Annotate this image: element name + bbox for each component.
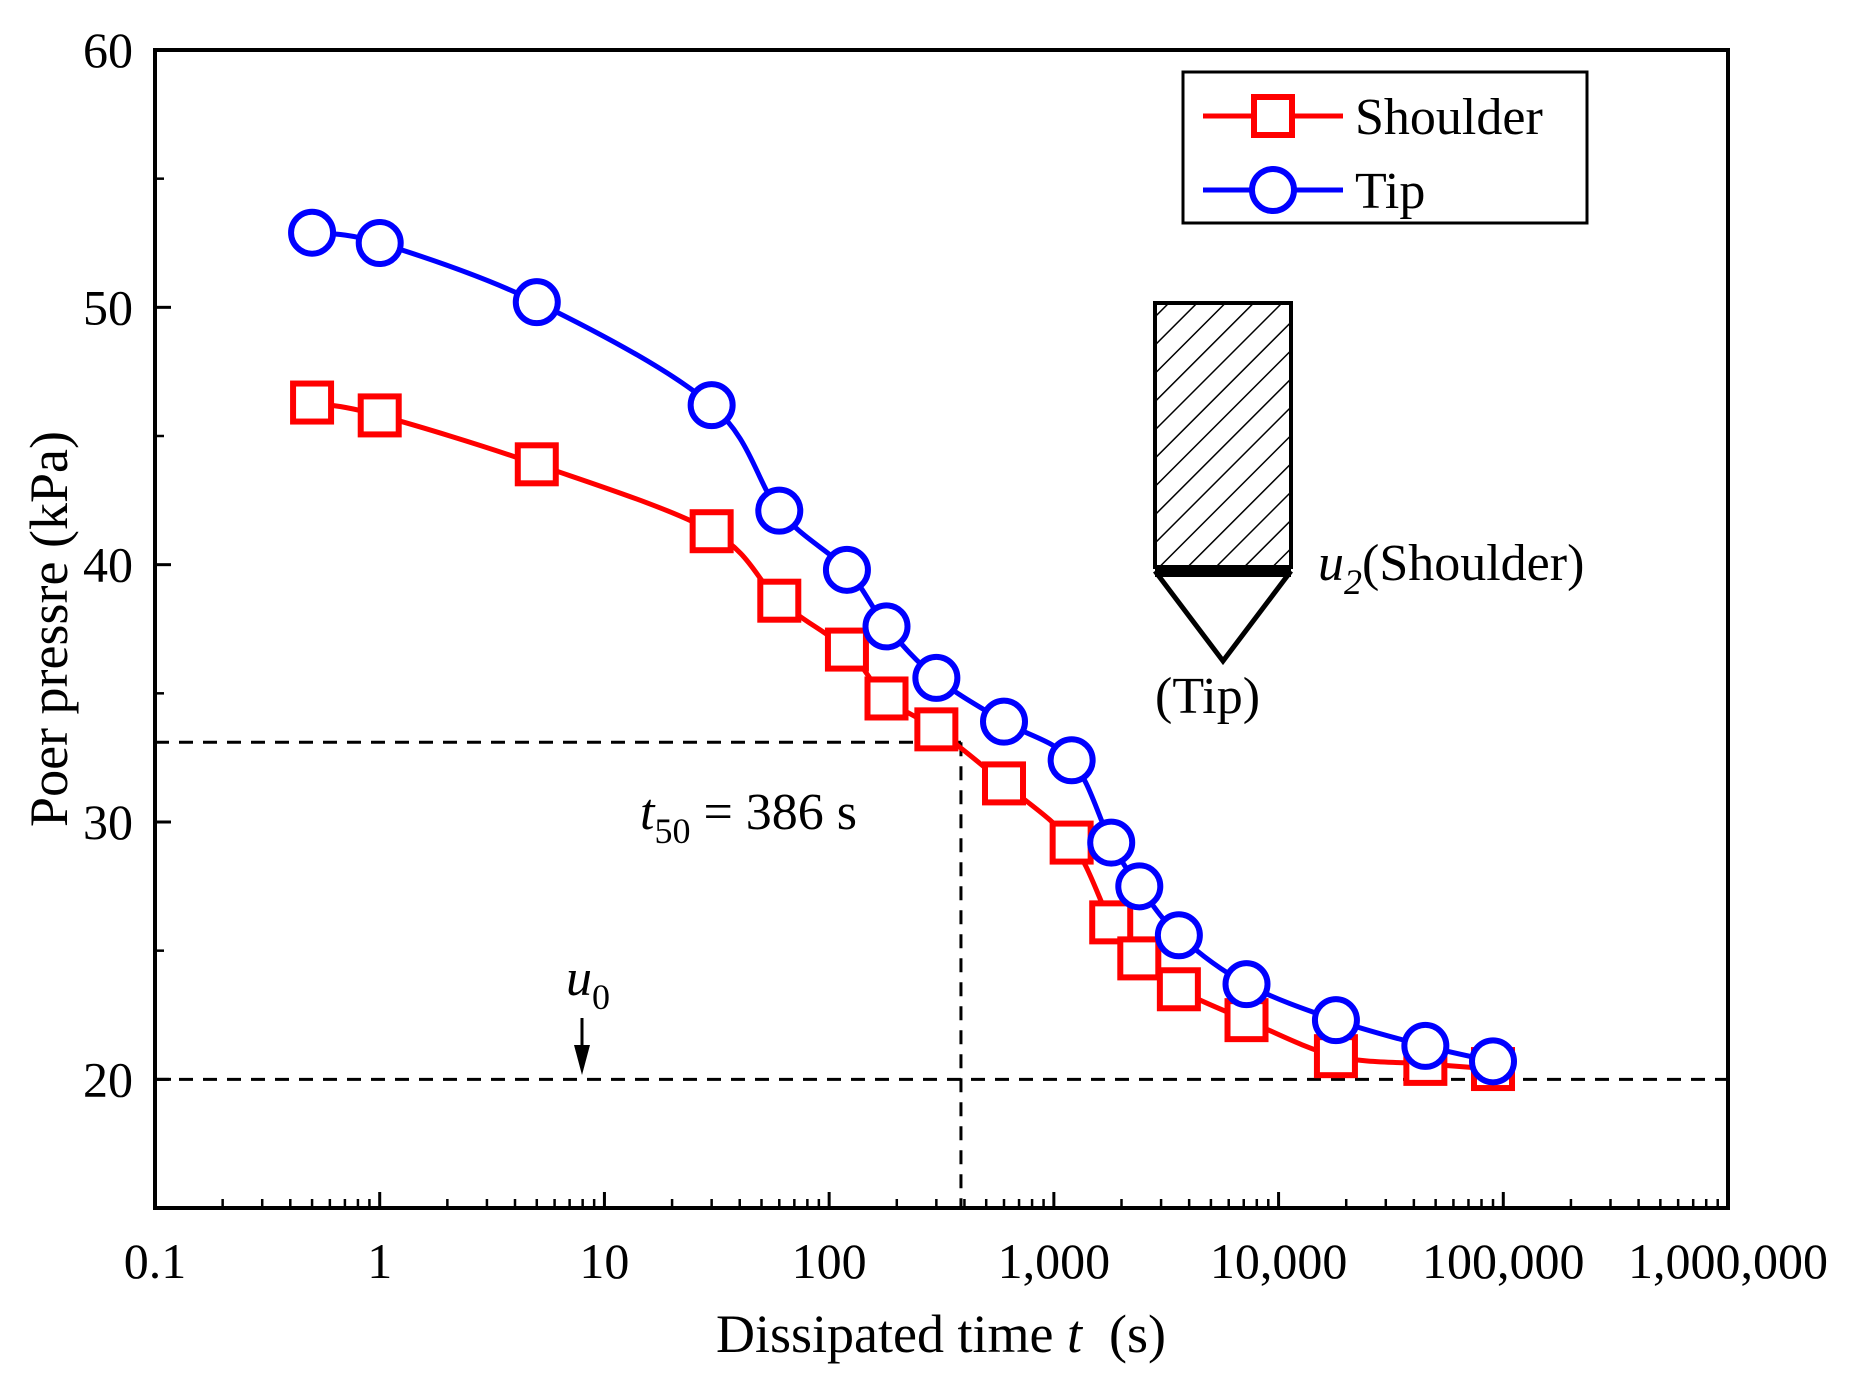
data-point-tip: [1401, 1021, 1450, 1070]
x-tick-label: 100,000: [1422, 1233, 1585, 1289]
data-point-tip: [980, 697, 1029, 746]
data-point-tip: [1222, 960, 1271, 1009]
data-point-tip: [1311, 996, 1360, 1045]
x-tick-label: 0.1: [124, 1233, 187, 1289]
tip-label: (Tip): [1155, 668, 1260, 725]
series-layer: [288, 208, 1518, 1092]
legend-marker-shoulder: [1251, 94, 1295, 138]
legend-entry-shoulder: Shoulder: [1203, 89, 1543, 146]
series-line-shoulder: [311, 400, 1494, 1072]
u0-arrow-head: [574, 1045, 590, 1075]
legend: Shoulder Tip: [1181, 70, 1589, 225]
data-point-shoulder: [757, 578, 802, 623]
x-axis-ticks: 0.1 1 10 100 1,000 10,000 100,000 1,000,000: [124, 1192, 1828, 1289]
data-point-shoulder: [514, 442, 559, 487]
y-axis-ticks: 20 30 40 50 60: [83, 22, 171, 1210]
t50-label: t50 = 386 s: [640, 784, 857, 851]
x-tick-label: 100: [792, 1233, 867, 1289]
data-point-shoulder: [1156, 967, 1201, 1012]
data-point-tip: [1154, 911, 1203, 960]
data-point-shoulder: [824, 627, 869, 672]
data-point-tip: [355, 219, 404, 267]
data-point-shoulder: [914, 707, 959, 752]
data-point-tip: [288, 208, 337, 257]
data-point-tip: [755, 486, 804, 535]
plot-frame: [153, 48, 1730, 1210]
x-tick-label: 1,000: [998, 1233, 1111, 1289]
y-axis-title: Poer pressre (kPa): [19, 431, 79, 827]
legend-marker-tip: [1249, 166, 1297, 214]
y-tick-label: 30: [83, 794, 133, 850]
probe-shaft: [1153, 301, 1293, 569]
cone-probe-diagram: u2(Shoulder) (Tip): [1153, 301, 1584, 725]
data-point-tip: [1115, 862, 1164, 911]
x-tick-label: 10,000: [1210, 1233, 1348, 1289]
legend-entry-tip: Tip: [1203, 163, 1425, 220]
x-axis-title: Dissipated time t (s): [716, 1304, 1166, 1364]
data-point-shoulder: [982, 761, 1027, 806]
u0-annotation: u0: [566, 950, 610, 1075]
legend-label-shoulder: Shoulder: [1355, 89, 1543, 146]
x-tick-label: 1: [367, 1233, 392, 1289]
data-point-tip: [512, 278, 561, 327]
data-point-shoulder: [689, 509, 734, 554]
y-tick-label: 50: [83, 279, 133, 335]
reference-lines: [155, 740, 1728, 1208]
legend-label-tip: Tip: [1355, 163, 1425, 220]
series-line-tip: [311, 230, 1494, 1064]
data-point-shoulder: [290, 380, 335, 425]
data-point-tip: [912, 653, 961, 702]
data-point-shoulder: [1049, 820, 1094, 865]
u2-shoulder-label: u2(Shoulder): [1318, 535, 1584, 602]
data-point-shoulder: [357, 393, 402, 438]
data-point-tip: [1047, 736, 1096, 785]
probe-cone-tip: [1153, 569, 1293, 666]
x-tick-label: 10: [579, 1233, 629, 1289]
data-point-tip: [1469, 1037, 1518, 1086]
y-tick-label: 40: [83, 537, 133, 593]
y-tick-label: 60: [83, 22, 133, 78]
data-point-tip: [822, 545, 871, 594]
data-point-shoulder: [1117, 936, 1162, 981]
data-point-tip: [1087, 818, 1136, 867]
data-point-shoulder: [864, 676, 909, 721]
y-tick-label: 20: [83, 1051, 133, 1107]
data-point-shoulder: [1089, 900, 1134, 945]
x-tick-label: 1,000,000: [1628, 1233, 1828, 1289]
data-point-tip: [862, 602, 911, 651]
data-point-tip: [687, 381, 736, 430]
u0-label: u0: [566, 950, 610, 1017]
